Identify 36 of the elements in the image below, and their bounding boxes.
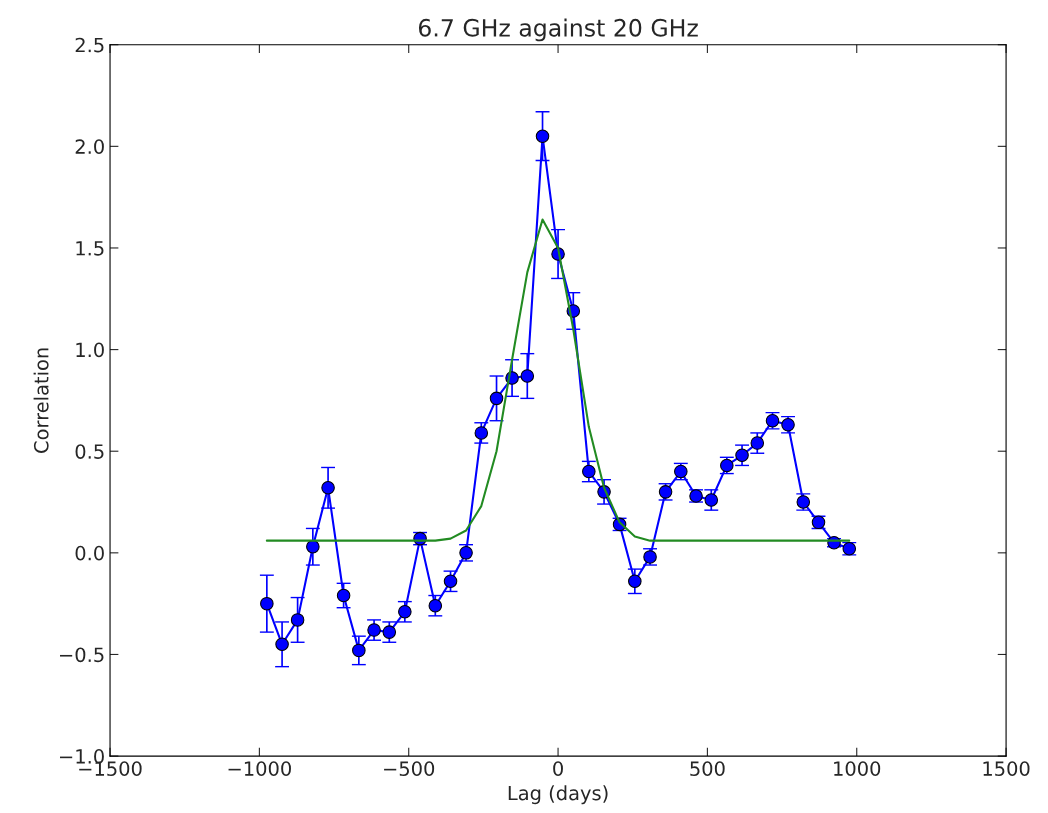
point [352,643,366,658]
chart-title: 6.7 GHz against 20 GHz [418,18,698,42]
x-tick-label: −1000 [228,761,291,776]
point [321,481,335,495]
point [336,588,351,603]
y-axis-title: Correlation [33,348,49,453]
point [520,369,535,383]
y-tick-label: −0.5 [60,647,104,663]
point [582,464,596,479]
x-tick-label: 1000 [834,761,881,776]
point [367,623,381,637]
point [290,613,305,627]
point [735,448,749,463]
point [535,129,550,143]
y-tick-label: 2.5 [75,37,104,53]
point [260,596,274,611]
point [750,436,765,450]
x-tick-label: 500 [690,761,725,776]
point [398,605,412,619]
point [628,574,642,589]
x-tick-label: −500 [384,761,435,776]
y-tick-label: 0.0 [75,545,104,561]
x-axis-title: Lag (days) [508,785,608,805]
x-tick-label: 0 [553,761,563,776]
point [443,574,458,589]
point [489,391,504,406]
point [428,598,443,613]
y-tick-label: 2.0 [75,139,104,154]
point [474,426,489,440]
y-tick-label: 0.5 [75,444,104,459]
x-tick-label: 1500 [983,761,1030,776]
y-tick-label: 1.0 [76,342,104,358]
y-tick-label: 1.5 [76,241,104,256]
point [382,625,397,639]
point [704,493,719,507]
point [275,637,289,652]
